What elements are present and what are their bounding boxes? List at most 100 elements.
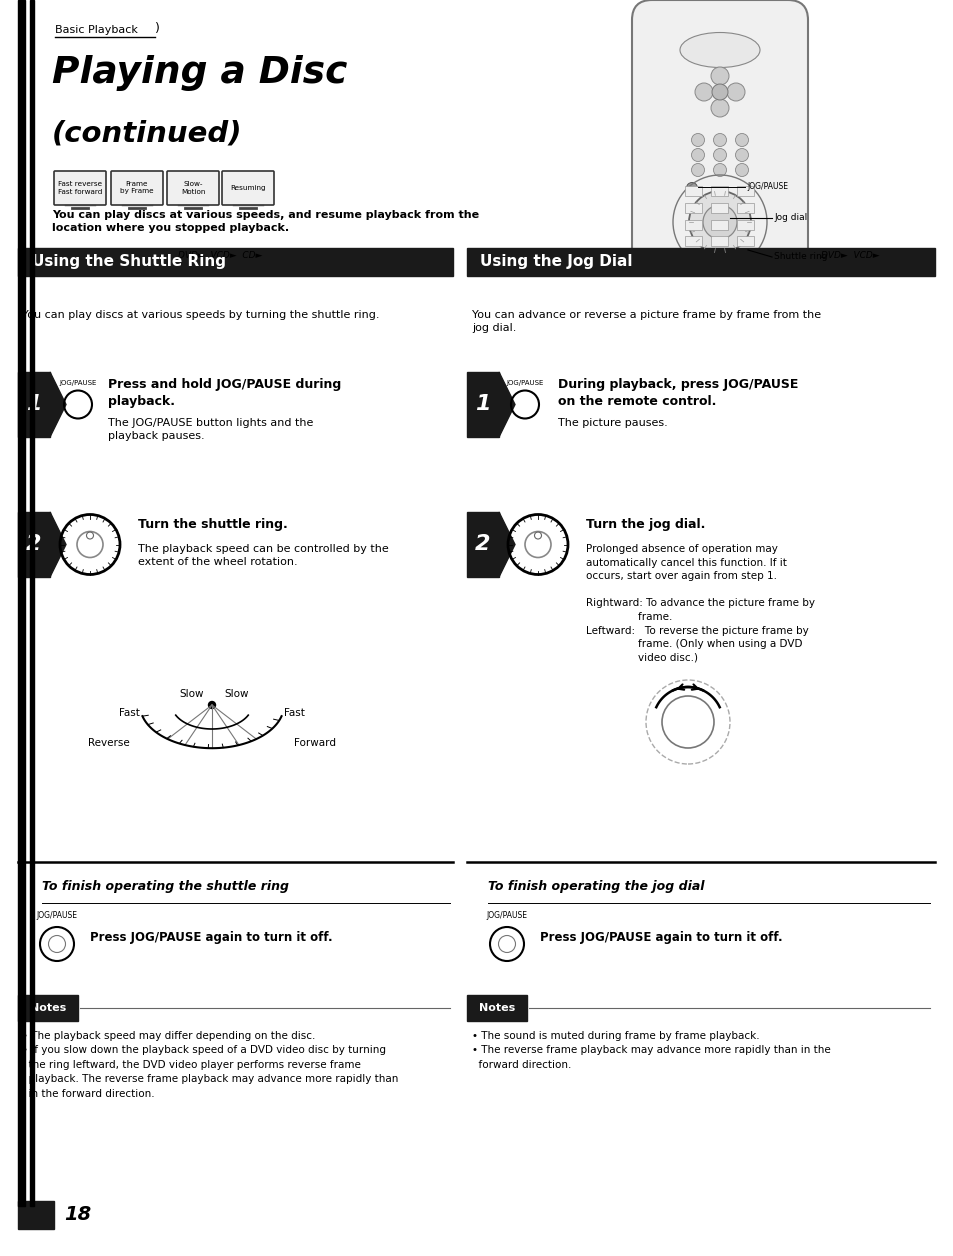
Bar [684, 236, 701, 246]
Text: Frame
by Frame: Frame by Frame [120, 182, 153, 195]
Text: JOG/PAUSE: JOG/PAUSE [506, 379, 543, 386]
Text: Using the Jog Dial: Using the Jog Dial [479, 255, 632, 270]
Bar [18, 1201, 54, 1230]
Text: Fast reverse
Fast forward: Fast reverse Fast forward [58, 182, 102, 195]
Bar [467, 247, 934, 276]
Circle shape [726, 83, 744, 100]
Text: ): ) [154, 23, 160, 35]
Polygon shape [50, 512, 66, 577]
Text: Slow: Slow [224, 690, 248, 700]
Polygon shape [50, 372, 66, 437]
Bar [467, 372, 498, 437]
Text: (continued): (continued) [52, 121, 242, 148]
Circle shape [691, 148, 703, 162]
Text: Resuming: Resuming [230, 185, 266, 191]
Circle shape [686, 182, 697, 193]
Circle shape [710, 99, 728, 117]
Text: During playback, press JOG/PAUSE
on the remote control.: During playback, press JOG/PAUSE on the … [558, 378, 798, 408]
Bar [30, 0, 34, 1206]
Circle shape [735, 163, 748, 177]
Text: Prolonged absence of operation may
automatically cancel this function. If it
occ: Prolonged absence of operation may autom… [585, 544, 814, 663]
Bar [18, 0, 25, 1206]
Circle shape [735, 133, 748, 147]
Circle shape [710, 67, 728, 85]
Text: 2: 2 [27, 535, 42, 554]
Bar [737, 202, 753, 212]
FancyBboxPatch shape [54, 171, 106, 205]
Circle shape [713, 133, 726, 147]
Text: JOG/PAUSE: JOG/PAUSE [486, 911, 527, 919]
Circle shape [713, 148, 726, 162]
Text: Forward: Forward [294, 739, 335, 749]
Circle shape [691, 163, 703, 177]
Text: JOG/PAUSE: JOG/PAUSE [36, 911, 77, 919]
Text: Notes: Notes [30, 1004, 66, 1014]
Circle shape [702, 205, 737, 239]
Text: Turn the shuttle ring.: Turn the shuttle ring. [138, 517, 288, 531]
Circle shape [695, 83, 712, 100]
Text: Turn the jog dial.: Turn the jog dial. [585, 517, 704, 531]
Bar [18, 372, 50, 437]
Text: 2: 2 [475, 535, 490, 554]
Bar [710, 220, 727, 230]
Text: Basic Playback: Basic Playback [55, 25, 138, 35]
Circle shape [711, 84, 727, 100]
Bar [684, 202, 701, 212]
Polygon shape [498, 512, 515, 577]
Text: DVD►  VCD►  CD►: DVD► VCD► CD► [177, 251, 262, 260]
Text: The JOG/PAUSE button lights and the
playback pauses.: The JOG/PAUSE button lights and the play… [108, 418, 313, 441]
Text: Jog dial: Jog dial [773, 214, 806, 222]
Text: Slow-
Motion: Slow- Motion [181, 182, 205, 195]
FancyBboxPatch shape [167, 171, 219, 205]
Bar [737, 186, 753, 196]
Bar [18, 995, 78, 1021]
Text: Slow: Slow [179, 690, 204, 700]
Text: JOG/PAUSE: JOG/PAUSE [59, 379, 96, 386]
Text: You can play discs at various speeds by turning the shuttle ring.: You can play discs at various speeds by … [22, 310, 379, 320]
FancyBboxPatch shape [631, 0, 807, 270]
Text: 18: 18 [64, 1206, 91, 1225]
Text: • The sound is muted during frame by frame playback.
• The reverse frame playbac: • The sound is muted during frame by fra… [472, 1031, 830, 1070]
Text: Reverse: Reverse [89, 739, 130, 749]
Circle shape [691, 133, 703, 147]
FancyBboxPatch shape [222, 171, 274, 205]
Text: Fast: Fast [119, 708, 140, 718]
Bar [737, 220, 753, 230]
Text: You can advance or reverse a picture frame by frame from the
jog dial.: You can advance or reverse a picture fra… [472, 310, 821, 333]
Text: Press JOG/PAUSE again to turn it off.: Press JOG/PAUSE again to turn it off. [90, 932, 333, 945]
Text: JOG/PAUSE: JOG/PAUSE [746, 182, 787, 191]
Bar [710, 202, 727, 212]
Text: Using the Shuttle Ring: Using the Shuttle Ring [32, 255, 226, 270]
Bar [684, 186, 701, 196]
Bar [18, 512, 50, 577]
Text: 1: 1 [27, 394, 42, 414]
Bar [710, 186, 727, 196]
Text: The picture pauses.: The picture pauses. [558, 418, 667, 428]
Text: Press JOG/PAUSE again to turn it off.: Press JOG/PAUSE again to turn it off. [539, 932, 781, 945]
Bar [467, 512, 498, 577]
Text: Shuttle ring: Shuttle ring [773, 252, 826, 261]
Circle shape [735, 148, 748, 162]
Text: Fast: Fast [284, 708, 305, 718]
Ellipse shape [679, 33, 760, 68]
Polygon shape [498, 372, 515, 437]
Text: Playing a Disc: Playing a Disc [52, 55, 347, 90]
Text: You can play discs at various speeds, and resume playback from the
location wher: You can play discs at various speeds, an… [52, 210, 478, 234]
Text: To finish operating the jog dial: To finish operating the jog dial [488, 880, 703, 893]
Text: Notes: Notes [478, 1004, 515, 1014]
FancyBboxPatch shape [111, 171, 163, 205]
Text: The playback speed can be controlled by the
extent of the wheel rotation.: The playback speed can be controlled by … [138, 544, 388, 568]
Circle shape [209, 702, 215, 708]
Bar [18, 247, 453, 276]
Bar [467, 995, 526, 1021]
Text: DVD►  VCD►: DVD► VCD► [821, 251, 879, 260]
Bar [684, 220, 701, 230]
Bar [710, 236, 727, 246]
Circle shape [688, 191, 750, 252]
Text: • The playback speed may differ depending on the disc.
• If you slow down the pl: • The playback speed may differ dependin… [22, 1031, 398, 1099]
Text: Press and hold JOG/PAUSE during
playback.: Press and hold JOG/PAUSE during playback… [108, 378, 341, 408]
Text: To finish operating the shuttle ring: To finish operating the shuttle ring [42, 880, 289, 893]
Bar [737, 236, 753, 246]
Circle shape [713, 163, 726, 177]
Text: 1: 1 [475, 394, 490, 414]
